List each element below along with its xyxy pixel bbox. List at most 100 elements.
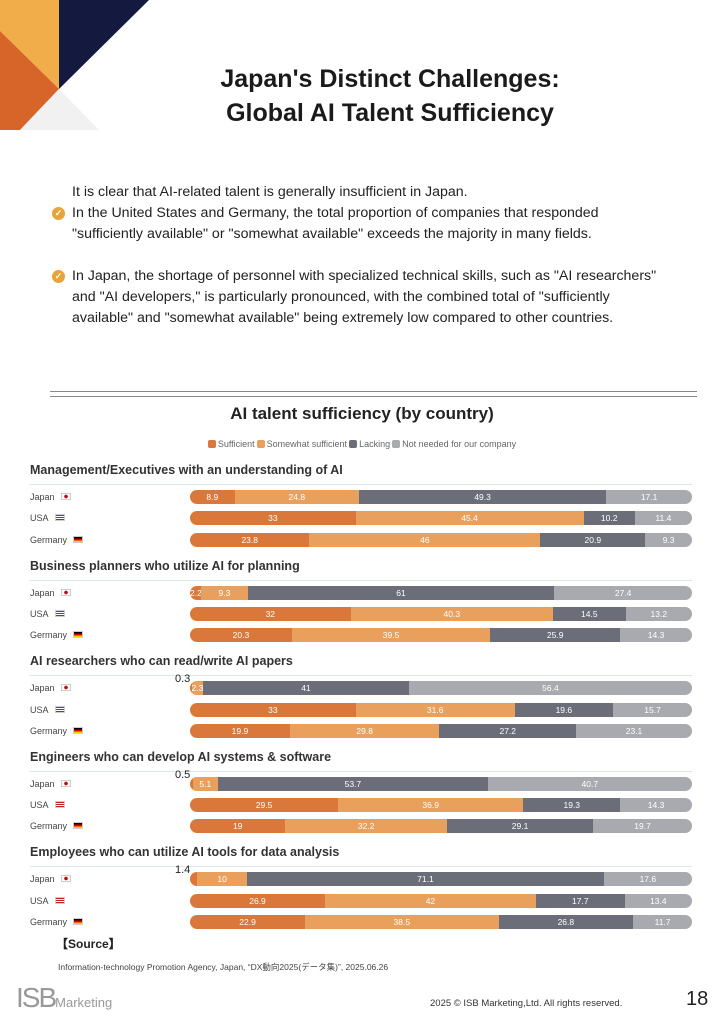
stacked-bar: 32 40.3 14.5 13.2	[190, 606, 692, 621]
legend-swatch	[349, 440, 358, 448]
bar-segment: 15.7	[613, 702, 692, 717]
data-label-outside: 1.4	[175, 864, 191, 877]
country-name: Germany	[30, 917, 68, 927]
country-label: Japan	[30, 492, 71, 502]
source-heading: 【Source】	[56, 937, 121, 951]
bar-segment	[190, 681, 192, 696]
flag-icon	[60, 875, 71, 883]
stacked-bar: 19 32.2 29.1 19.7	[190, 819, 692, 834]
intro-bullet-2: In Japan, the shortage of personnel with…	[72, 268, 657, 326]
bar-segment: 2.3	[191, 681, 204, 696]
country-label: USA	[30, 705, 65, 715]
bar-segment: 14.3	[620, 798, 692, 813]
divider	[50, 396, 697, 397]
bar-segment: 11.4	[634, 511, 692, 526]
bar-segment: 29.8	[289, 723, 440, 738]
country-name: Japan	[30, 587, 55, 598]
bar-segment: 26.9	[190, 893, 326, 908]
flag-icon	[54, 514, 65, 522]
corner-decoration	[0, 0, 149, 130]
stacked-bar: 20.3 39.5 25.9 14.3	[190, 628, 692, 643]
bar-segment: 19.7	[593, 819, 692, 834]
bar-segment: 25.9	[490, 628, 621, 643]
country-name: USA	[30, 800, 49, 811]
bar-segment: 33	[190, 511, 356, 526]
flag-icon	[60, 779, 71, 787]
company-logo: ISBMarketing	[16, 982, 113, 1013]
country-label: Germany	[30, 534, 84, 545]
flag-icon	[73, 822, 84, 830]
stacked-bar: 33 45.4 10.2 11.4	[190, 511, 692, 526]
bar-segment: 23.1	[576, 723, 692, 738]
check-icon: ✓	[52, 207, 65, 220]
bar-segment: 32.2	[285, 819, 448, 834]
bar-segment: 41	[203, 681, 409, 696]
stacked-bar: 22.9 38.5 26.8 11.7	[190, 915, 692, 929]
group-divider	[30, 866, 692, 868]
bar-segment: 27.2	[439, 723, 577, 738]
flag-icon	[73, 535, 84, 543]
flag-icon	[54, 801, 65, 809]
stacked-bar: 5.1 53.7 40.7	[190, 776, 692, 791]
country-label: Germany	[30, 917, 84, 927]
chart-legend: Sufficient Somewhat sufficient Lacking Not …	[0, 439, 724, 449]
country-name: Germany	[30, 534, 68, 545]
title-line-2: Global AI Talent Sufficiency	[226, 99, 554, 127]
bar-segment: 38.5	[305, 915, 499, 929]
legend-label: Lacking	[359, 439, 391, 449]
bar-segment: 29.5	[190, 798, 339, 813]
country-name: Japan	[30, 492, 55, 502]
group-divider	[30, 579, 692, 581]
page-number: 18	[686, 988, 709, 1010]
bar-segment: 9.3	[645, 532, 692, 547]
bar-segment: 23.8	[190, 532, 310, 547]
flag-icon	[54, 609, 65, 617]
country-name: USA	[30, 895, 49, 906]
bar-segment: 13.4	[624, 893, 692, 908]
bar-segment: 27.4	[554, 585, 692, 600]
bar-segment: 20.3	[190, 628, 292, 643]
country-name: Japan	[30, 683, 55, 694]
bar-segment: 45.4	[355, 511, 584, 526]
stacked-bar: 33 31.6 19.6 15.7	[190, 702, 692, 717]
legend-label: Somewhat sufficient	[266, 439, 348, 449]
bar-segment: 10.2	[583, 511, 635, 526]
bar-segment: 42	[325, 893, 536, 908]
country-label: USA	[30, 896, 65, 906]
country-label: USA	[30, 800, 65, 810]
group-divider	[30, 675, 692, 677]
country-label: USA	[30, 513, 65, 523]
bar-segment: 40.3	[350, 606, 553, 621]
legend-label: Not needed for our company	[402, 439, 517, 449]
bar-segment: 17.6	[603, 872, 692, 887]
bar-segment: 56.4	[408, 681, 692, 696]
bar-segment: 19.6	[514, 702, 614, 717]
bar-segment: 20.9	[540, 532, 646, 547]
group-title: AI researchers who can read/write AI pap…	[30, 654, 293, 669]
country-name: Germany	[30, 821, 68, 832]
title-line-1: Japan's Distinct Challenges:	[220, 65, 560, 93]
country-name: USA	[30, 513, 49, 524]
bar-segment: 13.2	[625, 606, 692, 621]
flag-icon	[73, 726, 84, 734]
country-label: Japan	[30, 779, 71, 789]
stacked-bar: 26.9 42 17.7 13.4	[190, 893, 692, 908]
flag-icon	[60, 684, 71, 692]
legend-item: Sufficient	[207, 439, 255, 449]
legend-item: Somewhat sufficient	[256, 439, 348, 449]
country-name: Japan	[30, 874, 55, 885]
bar-segment: 33	[190, 702, 356, 717]
bar-segment: 26.8	[498, 915, 634, 929]
legend-item: Not needed for our company	[392, 439, 516, 449]
bar-segment: 29.1	[447, 819, 594, 834]
legend-swatch	[392, 440, 401, 448]
data-label-outside: 0.3	[175, 673, 191, 686]
divider	[50, 391, 697, 392]
bar-segment: 36.9	[338, 798, 524, 813]
country-label: Japan	[30, 874, 71, 884]
bar-segment: 39.5	[291, 628, 491, 643]
bar-segment: 19.9	[190, 723, 290, 738]
bar-segment: 19.3	[523, 798, 621, 813]
copyright: 2025 © ISB Marketing,Ltd. All rights res…	[430, 998, 623, 1009]
flag-icon	[73, 918, 84, 925]
